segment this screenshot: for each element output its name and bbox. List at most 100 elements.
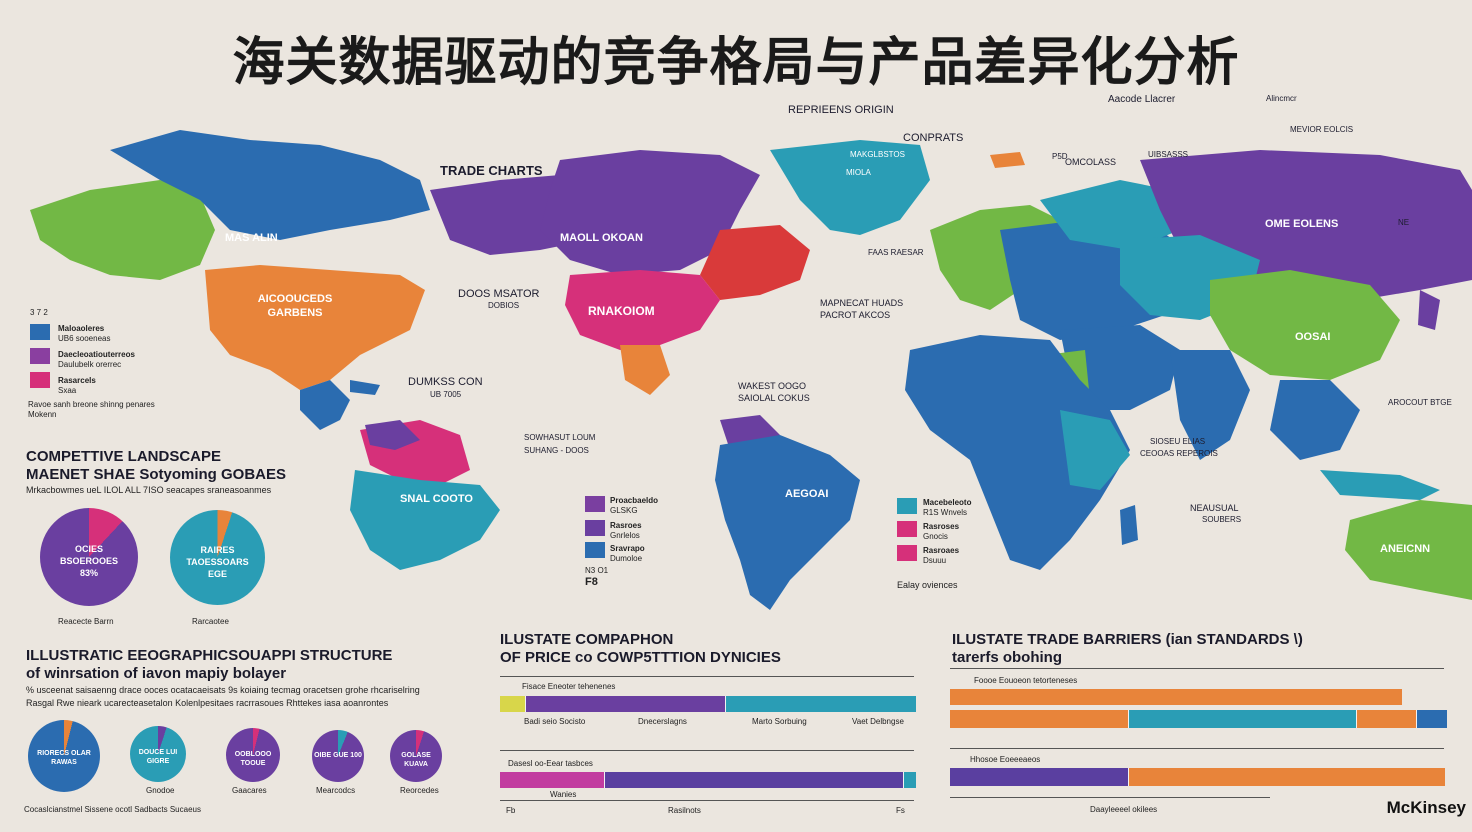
barriers-bar-3 xyxy=(950,768,1445,786)
region-na2-orange xyxy=(620,345,670,395)
pie-line-3: 83% xyxy=(79,568,98,579)
region-india xyxy=(1170,350,1250,460)
map-label: P5D xyxy=(1052,152,1068,161)
competitive-title-1: COMPETTIVE LANDSCAPE xyxy=(26,448,222,465)
legend-note: Ealay oviences xyxy=(897,580,958,590)
region-na2-magenta xyxy=(565,270,720,350)
legend-label-2: Daecleoatiouterreos xyxy=(58,350,135,359)
map-label: Alincmcr xyxy=(1266,94,1297,103)
price-title-2: OF PRICE co COWP5TTTION DYNICIES xyxy=(500,649,781,666)
competitive-title-2: MAENET SHAE Sotyoming GOBAES xyxy=(26,466,287,483)
legend-top: 3 7 2 xyxy=(30,308,48,317)
legend-swatch-3 xyxy=(30,372,50,388)
barriers-rule-1 xyxy=(950,668,1444,669)
pie-text: OIBE GUE 100 xyxy=(314,751,362,759)
map-label: DOBIOS xyxy=(488,301,520,310)
barriers-title-2: tarerfs obohing xyxy=(952,649,1063,666)
legend-label-c3: Sravrapo xyxy=(610,544,645,553)
legend-sub-r3: Dsuuu xyxy=(923,556,947,565)
map-label: SIOSEU ELIAS xyxy=(1150,437,1206,446)
legend-swatch-2 xyxy=(30,348,50,364)
pie-line-2: BSOEROOES xyxy=(59,556,118,567)
pie-line-3: EGE xyxy=(207,569,227,580)
price-bar1-caption: Fisace Eneoter tehenenes xyxy=(522,682,616,691)
map-label: SAIOLAL COKUS xyxy=(738,393,810,403)
geo-title-2: of winrsation of iavon mapiy bolayer xyxy=(26,665,287,682)
pie-text: RIORECS OLAR RAWAS xyxy=(37,749,91,766)
region-indonesia xyxy=(1320,470,1440,500)
legend-label-r2: Rasroses xyxy=(923,522,960,531)
map-label: CONPRATS xyxy=(903,132,964,144)
legend-sub-c1: GLSKG xyxy=(610,506,638,515)
legend-swatch-r1 xyxy=(897,498,917,514)
geo-subtitle-1: % usceenat saisaenng drace ooces ocataca… xyxy=(26,685,420,695)
pie-caption: Reacecte Barrn xyxy=(58,617,114,626)
price-axis-label: Fb xyxy=(506,806,516,815)
region-japan xyxy=(1418,290,1440,330)
map-label: SOWHASUT LOUM xyxy=(524,433,596,442)
map-label: AICOOUCEDS GARBENS xyxy=(257,293,333,319)
price-bar1-label: Marto Sorbuing xyxy=(752,717,807,726)
geo-caption: Cocaslcianstmel Sissene ocotl Sadbacts S… xyxy=(24,805,201,814)
region-australia xyxy=(1345,500,1472,600)
pie-text: DOUCE LUI GIGRE xyxy=(138,749,178,766)
page-title: 海关数据驱动的竞争格局与产品差异化分析 xyxy=(232,33,1240,93)
geo-pie-1: RIORECS OLAR RAWAS xyxy=(28,720,100,792)
map-label: MAOLL OKOAN xyxy=(560,232,643,244)
region-africa-teal xyxy=(1060,410,1130,490)
map-label: MAKGLBSTOS xyxy=(850,150,905,159)
region-caribbean xyxy=(350,380,380,395)
price-axis-label: Fs xyxy=(896,806,905,815)
barriers-bar1-caption: Foooe Eouoeon tetorteneses xyxy=(974,676,1078,685)
pie-text: RAIRES TAOESSOARS EGE xyxy=(170,544,265,580)
pie-line-1: OCIES xyxy=(74,544,103,555)
map-label: TRADE CHARTS xyxy=(440,163,543,178)
bar-segment xyxy=(500,772,604,788)
map-label: WAKEST OOGO xyxy=(738,381,807,391)
map-label: OMCOLASS xyxy=(1065,157,1117,167)
competitive-subtitle: Mrkacbowmes ueL ILOL ALL 7ISO seacapes s… xyxy=(26,485,272,495)
bar-segment xyxy=(950,768,1128,786)
pie-caption: Mearcodcs xyxy=(316,786,356,795)
legend-sub-r1: R1S Wnvels xyxy=(923,508,968,517)
pie-caption: Gnodoe xyxy=(146,786,175,795)
geo-pie-3: OOBLOOO TOOUE xyxy=(226,728,280,782)
region-sa-left-teal xyxy=(350,470,500,570)
region-iceland xyxy=(990,152,1025,168)
map-label: RNAKOIOM xyxy=(588,304,655,318)
barriers-axis-label: Daayleeeel okilees xyxy=(1090,805,1158,814)
map-label: MIOLA xyxy=(846,168,871,177)
barriers-axis xyxy=(950,797,1270,798)
geo-pie-5: GOLASE KUAVA xyxy=(390,730,442,782)
map-label: AROCOUT BTGE xyxy=(1388,398,1452,407)
legend-swatch-1 xyxy=(30,324,50,340)
bar-segment xyxy=(500,696,525,712)
map-label: PACROT AKCOS xyxy=(820,310,891,320)
region-na2-purple xyxy=(540,150,760,275)
price-axis-label: Rasilnots xyxy=(668,806,701,815)
price-bar1-label: Badi seio Socisto xyxy=(524,717,586,726)
map-label: MAPNECAT HUADS xyxy=(820,298,904,308)
region-alaska xyxy=(30,180,215,280)
price-bar2-label: Wanies xyxy=(550,790,577,799)
price-bar-1 xyxy=(500,696,916,712)
region-canada-blue xyxy=(110,130,430,240)
map-label: NE xyxy=(1398,218,1410,227)
pie-caption: Rarcaotee xyxy=(192,617,229,626)
region-china-green xyxy=(1210,270,1400,380)
legend-label-1: Maloaoleres xyxy=(58,324,105,333)
bar-segment xyxy=(950,710,1128,728)
region-middle-east-blue xyxy=(1060,325,1180,410)
map-label: UB 7005 xyxy=(430,390,462,399)
barriers-title-1: ILUSTATE TRADE BARRIERS (ian STANDARDS \… xyxy=(952,631,1303,648)
map-label: OME EOLENS xyxy=(1265,218,1339,230)
region-usa-orange xyxy=(205,265,425,390)
bar-segment xyxy=(902,772,916,788)
price-rule-1 xyxy=(500,676,914,677)
legend-note-2: Mokenn xyxy=(28,410,57,419)
legend-label-r3: Rasroaes xyxy=(923,546,960,555)
map-label: UIBSASSS xyxy=(1148,150,1189,159)
map-label: SUHANG - DOOS xyxy=(524,446,589,455)
geo-title-1: ILLUSTRATIC EEOGRAPHICSOUAPPI STRUCTURE xyxy=(26,647,393,664)
geo-subtitle-2: Rasgal Rwe nieark ucarecteasetalon Kolen… xyxy=(26,698,389,708)
